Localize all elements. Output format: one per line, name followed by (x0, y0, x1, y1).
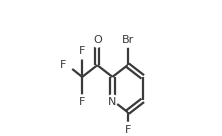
Circle shape (92, 36, 103, 47)
Circle shape (62, 60, 73, 71)
Text: F: F (124, 125, 131, 135)
Circle shape (122, 122, 133, 133)
Circle shape (122, 36, 133, 47)
Text: F: F (79, 97, 85, 107)
Text: O: O (93, 35, 102, 45)
Circle shape (107, 95, 118, 106)
Circle shape (77, 48, 87, 59)
Text: N: N (108, 97, 117, 107)
Text: Br: Br (121, 35, 134, 45)
Circle shape (77, 95, 87, 106)
Text: F: F (79, 46, 85, 56)
Text: F: F (60, 60, 67, 70)
